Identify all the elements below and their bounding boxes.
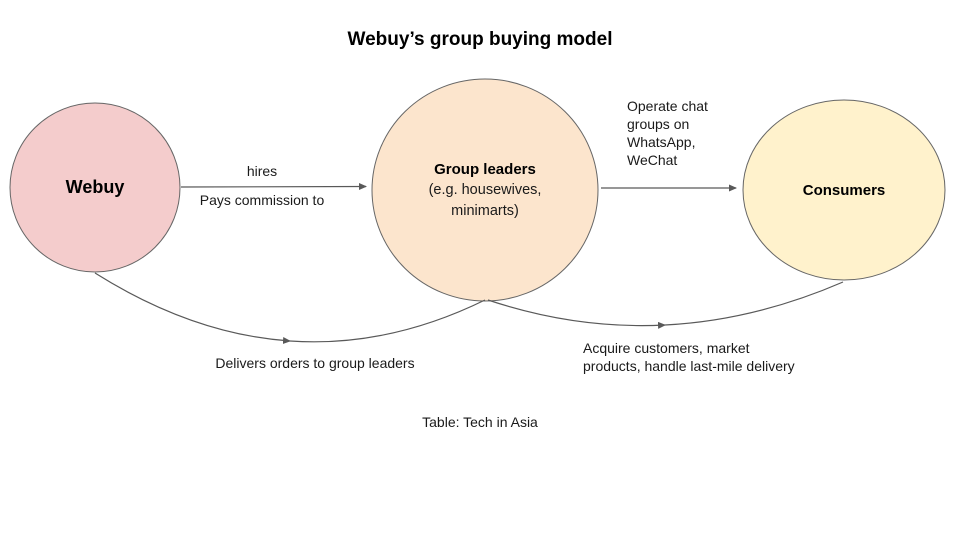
diagram-title: Webuy’s group buying model [347,29,613,50]
operate-chat-groups-label: Operate chat groups on WhatsApp, WeChat [627,97,708,169]
webuy-node: Webuy [10,103,180,272]
group-leaders-circle [371,78,599,302]
consumers-circle [742,99,946,281]
source-caption: Table: Tech in Asia [422,414,538,430]
leaders-to-consumers-bottom-curve-tail [664,281,844,326]
acquire-customers-label: Acquire customers, market products, hand… [583,339,795,375]
group-leaders-node-subline: minimarts) [451,202,519,219]
webuy-node-label: Webuy [65,177,125,197]
consumers-node: Consumers [743,100,945,280]
delivers-orders-label: Delivers orders to group leaders [215,355,415,371]
pays-commission-label: Pays commission to [199,192,325,208]
group-leaders-node-label: Group leaders [434,160,536,178]
webuy-to-leaders-arrow [180,183,367,191]
acquire-customers-line: products, handle last-mile delivery [583,358,795,374]
group-leaders-node-subline: (e.g. housewives, [428,181,542,198]
operate-chat-groups-line: WhatsApp, [627,134,696,150]
webuy-to-leaders-bottom-curve-tail [289,299,486,343]
operate-chat-groups-line: Operate chat [627,98,708,114]
leaders-to-consumers-bottom-curve [487,299,666,329]
webuy-circle [9,102,181,273]
acquire-customers-line: Acquire customers, market [583,340,750,356]
group-leaders-node: Group leaders (e.g. housewives, minimart… [372,78,598,302]
consumers-node-label: Consumers [802,181,886,199]
webuy-to-leaders-bottom-curve [94,272,291,345]
operate-chat-groups-line: WeChat [627,152,678,168]
operate-chat-groups-line: groups on [627,116,690,132]
hires-label: hires [246,163,278,179]
